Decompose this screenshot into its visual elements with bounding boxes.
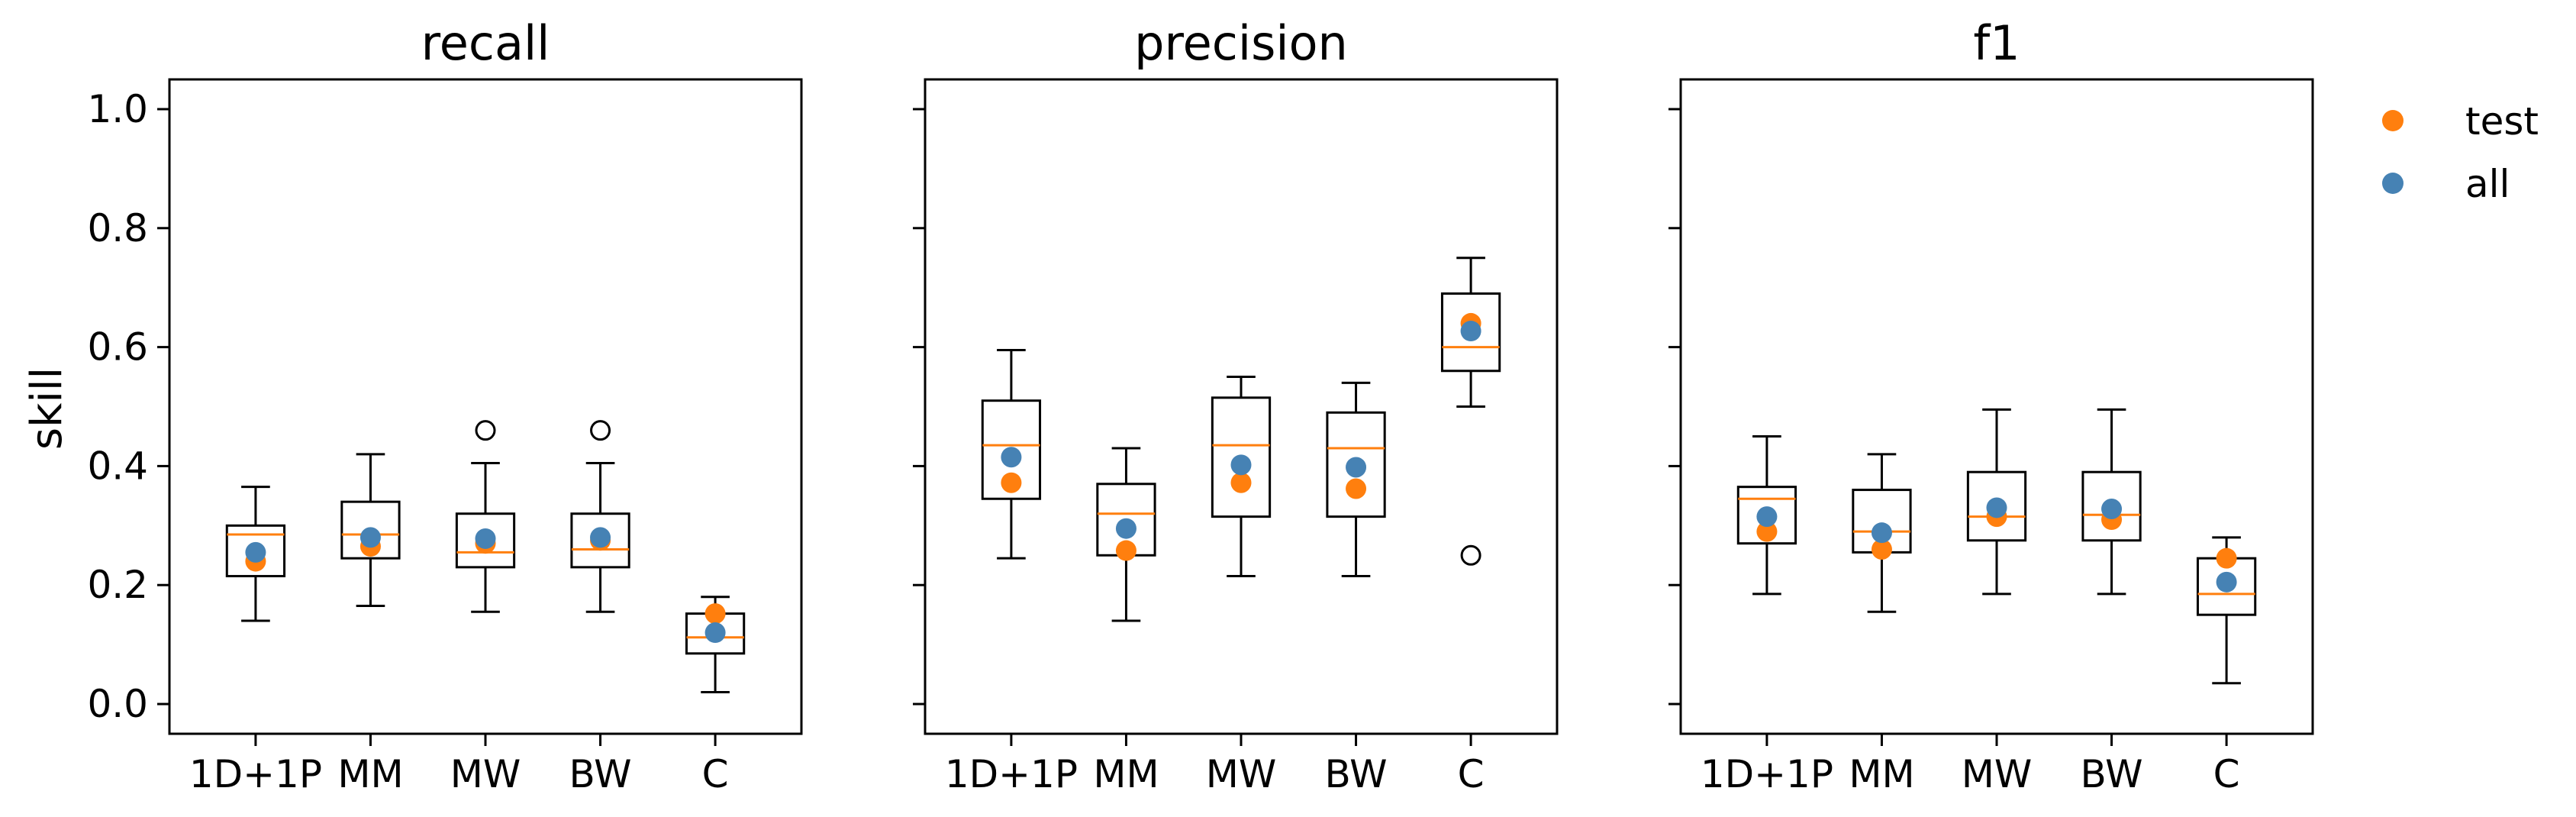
x-tick-label: BW bbox=[1325, 752, 1388, 796]
all-point bbox=[1115, 518, 1136, 539]
test-point bbox=[1871, 538, 1892, 560]
box-BW bbox=[2081, 408, 2142, 596]
panel-recall: recall 0.0 0.2 0.4 0.6 0.8 1.0 1D+1P MM MW BW C bbox=[87, 15, 803, 796]
box-body bbox=[570, 512, 630, 569]
x-tick-label: BW bbox=[569, 752, 632, 796]
box-MM bbox=[1852, 453, 1912, 613]
box-MW bbox=[1211, 376, 1272, 578]
x-tick-label: 1D+1P bbox=[945, 752, 1078, 796]
legend-label: test bbox=[2465, 99, 2539, 144]
box-body bbox=[340, 500, 401, 560]
box-MW bbox=[455, 420, 516, 613]
all-point bbox=[1986, 497, 2007, 518]
test-point bbox=[1230, 472, 1252, 493]
box-C bbox=[1440, 257, 1501, 566]
x-tick-label: BW bbox=[2081, 752, 2143, 796]
box-MM bbox=[340, 453, 401, 607]
box-body bbox=[1440, 292, 1501, 373]
all-point bbox=[1346, 457, 1367, 478]
y-tick-label: 0.8 bbox=[87, 206, 148, 250]
panel-precision: precision 1D+1P MM MW BW C bbox=[913, 15, 1559, 796]
legend-marker bbox=[2382, 110, 2404, 131]
panel-title: precision bbox=[1134, 15, 1348, 71]
chart-panels: recall 0.0 0.2 0.4 0.6 0.8 1.0 1D+1P MM MW BW Cprec… bbox=[87, 15, 2314, 796]
all-point bbox=[1871, 522, 1892, 544]
box-C bbox=[2196, 536, 2257, 685]
x-tick-label: MW bbox=[1962, 752, 2033, 796]
all-point bbox=[359, 527, 381, 548]
box-BW bbox=[570, 420, 630, 613]
box-C bbox=[685, 596, 746, 693]
x-tick-label: MM bbox=[1849, 752, 1914, 796]
y-tick-label: 0.6 bbox=[87, 325, 148, 370]
box-body bbox=[1736, 486, 1797, 545]
all-point bbox=[2216, 571, 2237, 593]
y-tick-label: 0.2 bbox=[87, 563, 148, 607]
x-tick-label: MM bbox=[1093, 752, 1159, 796]
legend: test all bbox=[2382, 99, 2539, 206]
box-body bbox=[455, 512, 516, 569]
y-axis-label: skill bbox=[22, 367, 72, 450]
box-body bbox=[1966, 470, 2027, 542]
y-tick-label: 0.0 bbox=[87, 682, 148, 726]
panel-title: f1 bbox=[1973, 15, 2020, 71]
test-point bbox=[1001, 472, 1022, 493]
y-tick-label: 0.4 bbox=[87, 444, 148, 488]
x-tick-label: C bbox=[1458, 752, 1485, 796]
legend-item-all: all bbox=[2382, 162, 2510, 206]
all-point bbox=[2101, 499, 2123, 520]
all-point bbox=[245, 541, 266, 563]
legend-label: all bbox=[2465, 162, 2510, 206]
x-tick-label: MM bbox=[337, 752, 403, 796]
box-MW bbox=[1966, 408, 2027, 596]
all-point bbox=[1460, 321, 1481, 342]
x-tick-label: C bbox=[702, 752, 729, 796]
box-1D+1P bbox=[1736, 434, 1797, 596]
outlier-point bbox=[1460, 544, 1481, 566]
test-point bbox=[704, 603, 726, 625]
all-point bbox=[1756, 506, 1778, 528]
box-body bbox=[981, 399, 1042, 500]
x-tick-label: 1D+1P bbox=[189, 752, 322, 796]
panel-frame bbox=[1679, 78, 2314, 735]
box-body bbox=[1326, 411, 1386, 518]
box-body bbox=[2081, 470, 2142, 542]
legend-item-test: test bbox=[2382, 99, 2539, 144]
x-tick-label: C bbox=[2213, 752, 2240, 796]
all-point bbox=[590, 527, 611, 548]
legend-marker bbox=[2382, 173, 2404, 194]
all-point bbox=[1230, 454, 1252, 476]
box-1D+1P bbox=[981, 348, 1042, 560]
test-point bbox=[2216, 547, 2237, 569]
panel-f1: f1 1D+1P MM MW BW C bbox=[1668, 15, 2314, 796]
all-point bbox=[475, 528, 496, 549]
y-tick-label: 1.0 bbox=[87, 87, 148, 131]
box-MM bbox=[1096, 447, 1156, 622]
test-point bbox=[1115, 540, 1136, 561]
box-body bbox=[1211, 396, 1272, 518]
outlier-point bbox=[590, 420, 611, 441]
box-1D+1P bbox=[225, 486, 286, 622]
x-tick-label: MW bbox=[450, 752, 521, 796]
box-body bbox=[225, 524, 286, 578]
outlier-point bbox=[475, 420, 496, 441]
all-point bbox=[704, 622, 726, 644]
all-point bbox=[1001, 447, 1022, 468]
x-tick-label: MW bbox=[1206, 752, 1277, 796]
box-BW bbox=[1326, 381, 1386, 578]
panel-title: recall bbox=[421, 15, 550, 71]
test-point bbox=[1756, 521, 1778, 542]
x-tick-label: 1D+1P bbox=[1701, 752, 1833, 796]
test-point bbox=[1346, 478, 1367, 499]
